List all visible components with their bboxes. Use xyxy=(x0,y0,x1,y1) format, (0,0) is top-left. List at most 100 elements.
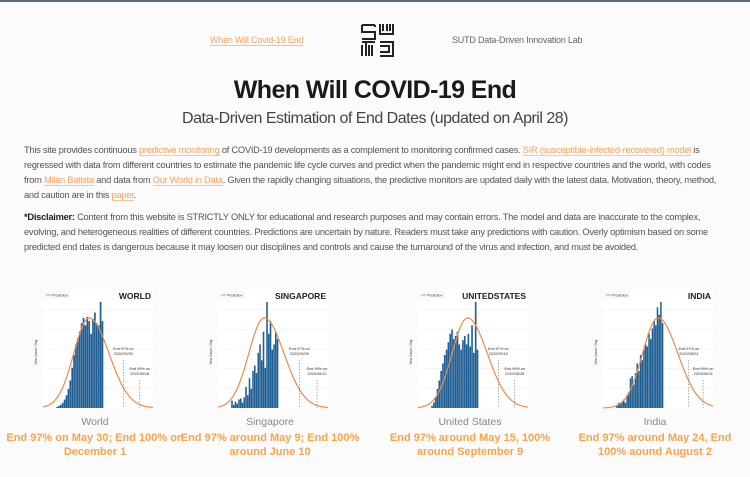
bar xyxy=(85,316,88,408)
bar xyxy=(263,367,266,408)
bar xyxy=(99,302,101,408)
end-date-prediction: End 97% around May 15, 100% around Septe… xyxy=(389,432,551,458)
bar xyxy=(84,325,86,408)
home-link[interactable]: When Will Covid-19 End xyxy=(210,35,304,46)
y-axis-label: New Cases / Day xyxy=(409,339,413,364)
bar xyxy=(625,395,628,408)
bar xyxy=(443,355,446,408)
annotation-date: 2020/05/30 xyxy=(113,352,132,356)
bar xyxy=(445,349,447,408)
legend xyxy=(44,291,69,299)
annotation-date: 2020/05/28 xyxy=(505,372,524,376)
prediction-curve xyxy=(417,317,528,409)
disclaimer: *Disclaimer: Content from this website i… xyxy=(24,210,729,255)
bar xyxy=(439,370,442,408)
annotation-date: 2020/06/04 xyxy=(693,372,712,376)
chart-title: UNITEDSTATES xyxy=(462,291,526,301)
bar xyxy=(237,399,240,408)
bar xyxy=(641,360,643,408)
bar xyxy=(651,328,653,408)
bar xyxy=(434,397,436,408)
bar xyxy=(95,323,98,408)
bar xyxy=(70,367,73,408)
y-axis-label: New Cases / Day xyxy=(209,339,213,364)
y-axis-label: New Cases / Day xyxy=(34,339,38,364)
legend-label: Prediction xyxy=(427,294,443,298)
bar xyxy=(258,344,261,408)
prediction-curve xyxy=(217,317,328,409)
annotation: End 99% on xyxy=(129,367,150,371)
bar xyxy=(644,344,646,408)
sutd-logo[interactable] xyxy=(361,23,395,57)
country-caption: India xyxy=(643,416,667,428)
bar xyxy=(248,378,250,408)
bar xyxy=(256,352,259,408)
bar xyxy=(620,401,623,408)
sir-model-link[interactable]: SIR (susceptible-infected-recovered) mod… xyxy=(522,145,691,156)
annotation: End 99% on xyxy=(306,367,327,371)
bar xyxy=(61,402,64,408)
bar xyxy=(624,402,626,408)
bar xyxy=(649,339,652,408)
bar xyxy=(659,302,662,408)
bar xyxy=(461,340,464,408)
bar xyxy=(630,376,633,408)
bar xyxy=(89,333,92,408)
bar xyxy=(463,335,466,408)
bar xyxy=(246,395,249,408)
bar xyxy=(436,388,438,408)
bar xyxy=(476,349,478,408)
annotation: End 97% on xyxy=(289,347,310,351)
bar xyxy=(251,370,254,408)
bar xyxy=(65,395,67,408)
chart-title: INDIA xyxy=(687,291,710,301)
bar xyxy=(242,397,245,408)
our-world-in-data-link[interactable]: Our World in Data xyxy=(152,175,223,186)
bar xyxy=(68,380,71,408)
bar xyxy=(249,388,252,408)
bar xyxy=(459,349,462,408)
bar xyxy=(441,363,444,408)
y-axis-label: New Cases / Day xyxy=(594,339,598,364)
end-date-prediction: End 97% around May 24, End 100% aound Au… xyxy=(578,432,732,458)
annotation: End 97% on xyxy=(678,347,699,351)
bar xyxy=(635,363,638,408)
bar xyxy=(629,378,631,408)
paper-link[interactable]: paper xyxy=(111,190,134,201)
bar xyxy=(457,344,460,408)
intro-text: . Given the rapidly changing situations,… xyxy=(24,175,717,200)
legend-label: Prediction xyxy=(52,294,68,298)
predictive-monitoring-link[interactable]: predictive monitoring xyxy=(138,145,220,156)
bar xyxy=(615,404,618,408)
intro-paragraph: This site provides continuous predictive… xyxy=(24,143,729,203)
bar xyxy=(270,349,273,408)
bar xyxy=(80,323,82,408)
bar xyxy=(654,325,657,408)
bar xyxy=(437,380,440,408)
country-caption: United States xyxy=(438,416,502,428)
annotation-date: 2020/05/24 xyxy=(679,352,698,356)
bar xyxy=(634,373,636,408)
chart-panel-united-states: End 97% on 2020/05/15 End 99% on 2020/05/28… xyxy=(380,282,560,459)
legend-label: Prediction xyxy=(612,294,628,298)
bar xyxy=(627,392,630,408)
bar xyxy=(432,402,435,408)
bar xyxy=(465,344,467,408)
bar xyxy=(642,349,645,408)
bar xyxy=(235,403,238,408)
lab-link[interactable]: SUTD Data-Driven Innovation Lab xyxy=(452,35,583,45)
bar xyxy=(661,323,663,408)
bar xyxy=(622,399,624,408)
chart-panel-india: End 97% on 2020/05/24 End 99% on 2020/06/04… xyxy=(565,282,745,459)
chart-title: SINGAPORE xyxy=(274,291,325,301)
bar xyxy=(55,406,58,408)
bar xyxy=(656,307,658,408)
legend xyxy=(419,291,444,299)
bar xyxy=(619,403,621,408)
bar xyxy=(652,321,655,408)
milan-batista-link[interactable]: Milan Batista xyxy=(43,175,94,186)
